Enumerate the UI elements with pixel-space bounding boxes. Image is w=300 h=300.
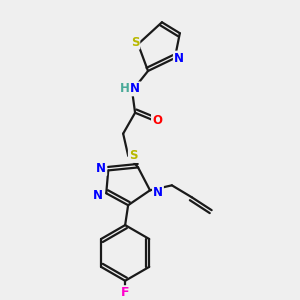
Text: F: F	[121, 286, 129, 299]
Text: N: N	[130, 82, 140, 95]
Text: S: S	[129, 149, 137, 162]
Text: N: N	[174, 52, 184, 64]
Text: O: O	[152, 114, 162, 127]
Text: N: N	[153, 186, 163, 199]
Text: H: H	[120, 82, 130, 95]
Text: N: N	[96, 162, 106, 175]
Text: S: S	[131, 36, 139, 49]
Text: N: N	[93, 189, 103, 202]
